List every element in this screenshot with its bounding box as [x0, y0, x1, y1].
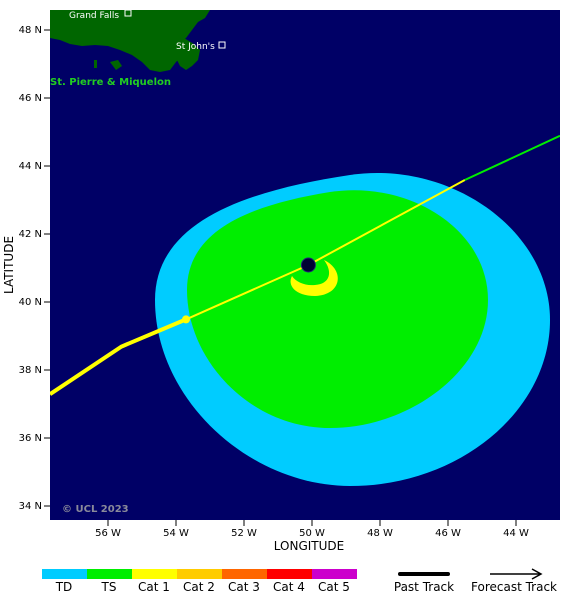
legend-swatch-cat5: [312, 569, 357, 579]
past-track-line: [50, 317, 187, 396]
y-tick-label: 46 N: [19, 93, 42, 104]
storm-center-marker: [300, 257, 316, 273]
ts-wind-zone: [187, 190, 488, 428]
x-tick-label: 48 W: [367, 528, 393, 539]
cat1-wind-zone: [290, 260, 338, 296]
x-axis: 56 W 54 W 52 W 50 W 48 W 46 W 44 W: [95, 520, 529, 539]
y-tick-label: 40 N: [19, 297, 42, 308]
x-tick-label: 50 W: [299, 528, 325, 539]
y-tick-label: 34 N: [19, 501, 42, 512]
legend-label-ts: TS: [101, 580, 117, 594]
y-tick-label: 36 N: [19, 433, 42, 444]
legend-label-cat4: Cat 4: [273, 580, 305, 594]
newfoundland-land: [50, 10, 210, 72]
y-tick-label: 42 N: [19, 229, 42, 240]
x-tick-label: 52 W: [231, 528, 257, 539]
past-position-marker: [182, 315, 190, 324]
x-tick-label: 54 W: [163, 528, 189, 539]
legend-swatch-cat2: [177, 569, 222, 579]
y-axis: 48 N 46 N 44 N 42 N 40 N 38 N 36 N 34 N: [19, 25, 50, 512]
x-tick-label: 46 W: [435, 528, 461, 539]
grand-falls-marker: [124, 9, 132, 17]
st-pierre-islet: [94, 60, 97, 68]
legend-swatch-cat4: [267, 569, 312, 579]
st-johns-label: St John's: [176, 42, 215, 52]
track-legend: Past Track Forecast Track: [394, 568, 557, 594]
x-tick-label: 56 W: [95, 528, 121, 539]
grand-falls-label: Grand Falls: [69, 11, 119, 21]
arrow-right-icon: [531, 568, 543, 580]
st-pierre-label: St. Pierre & Miquelon: [50, 77, 171, 88]
legend-label-cat1: Cat 1: [138, 580, 170, 594]
category-legend: TD TS Cat 1 Cat 2 Cat 3 Cat 4 Cat 5: [42, 569, 357, 594]
legend-label-cat5: Cat 5: [318, 580, 350, 594]
y-tick-label: 38 N: [19, 365, 42, 376]
y-axis-title: LATITUDE: [2, 236, 16, 294]
copyright-text: © UCL 2023: [62, 504, 129, 515]
legend-label-td: TD: [55, 580, 73, 594]
x-axis-title: LONGITUDE: [274, 539, 344, 553]
forecast-track-line-outer: [464, 134, 560, 181]
y-tick-label: 44 N: [19, 161, 42, 172]
legend-label-cat2: Cat 2: [183, 580, 215, 594]
st-johns-marker: [218, 41, 226, 49]
x-tick-label: 44 W: [503, 528, 529, 539]
legend-swatch-cat3: [222, 569, 267, 579]
forecast-track-legend-label: Forecast Track: [471, 580, 557, 594]
legend-label-cat3: Cat 3: [228, 580, 260, 594]
legend-swatch-cat1: [132, 569, 177, 579]
y-tick-label: 48 N: [19, 25, 42, 36]
legend-swatch-td: [42, 569, 87, 579]
past-track-legend-label: Past Track: [394, 580, 454, 594]
legend-swatch-ts: [87, 569, 132, 579]
